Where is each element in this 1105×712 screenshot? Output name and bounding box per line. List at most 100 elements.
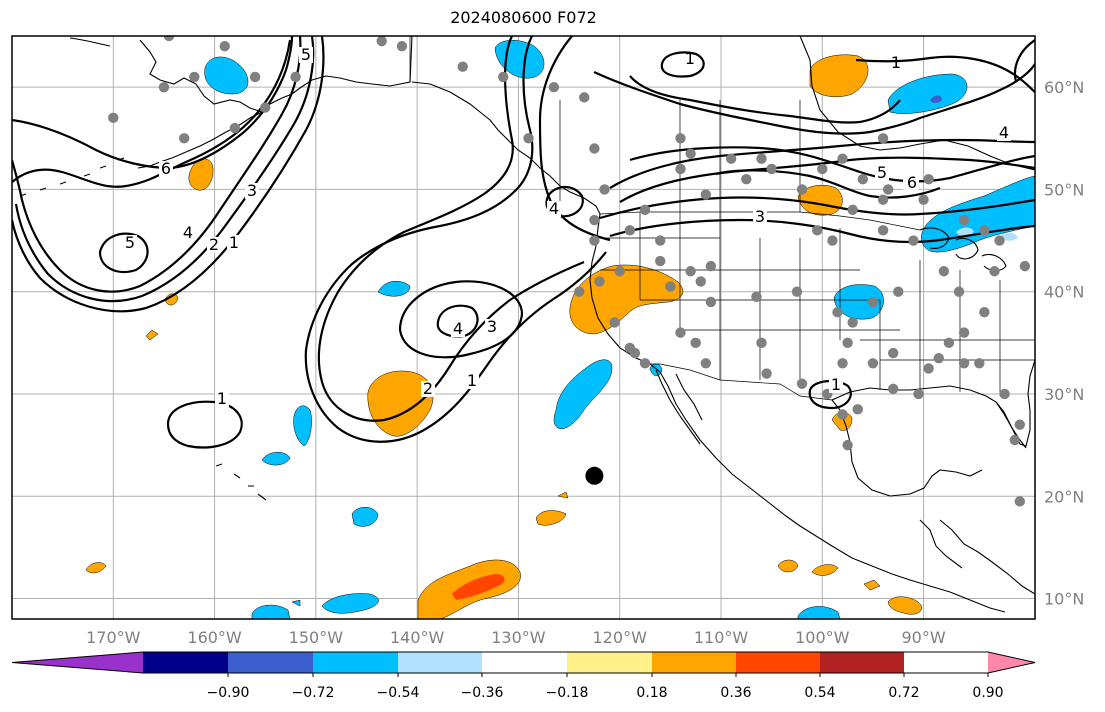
contour-label: 1 <box>831 375 841 394</box>
station-dot <box>574 286 585 297</box>
station-dot <box>958 358 970 369</box>
station-dot <box>725 153 737 164</box>
station-dot <box>589 143 600 154</box>
contour-line <box>1013 39 1035 83</box>
fill-region <box>809 54 869 97</box>
coastline-hudson <box>799 36 1035 171</box>
ocean-background <box>12 36 1035 619</box>
colorbar-segment <box>652 652 736 673</box>
station-dot <box>249 71 261 83</box>
contour-label-bg <box>227 235 241 251</box>
latitude-labels: 10°N 20°N 30°N 40°N 50°N 60°N <box>1044 78 1084 608</box>
contour-label-bg <box>465 373 479 389</box>
station-dot <box>639 358 651 369</box>
contour-label-bg <box>123 235 137 251</box>
contour-label: 6 <box>161 159 171 178</box>
contour-line <box>855 55 1035 93</box>
colorbar-segment <box>482 652 567 673</box>
station-dot <box>857 173 869 185</box>
station-dot <box>933 352 944 364</box>
colorbar-extend-left <box>12 652 143 673</box>
contour-label: 5 <box>877 163 887 182</box>
station-dot <box>923 363 934 374</box>
fill-region <box>1000 232 1018 241</box>
station-dot <box>994 235 1005 246</box>
fill-region <box>797 606 841 619</box>
fill-region <box>204 56 249 95</box>
station-dot <box>938 266 950 277</box>
fill-region <box>377 280 411 297</box>
strong-negative-core <box>930 95 942 103</box>
contour-label: 1 <box>229 233 239 252</box>
station-dot <box>655 235 666 246</box>
border-us-mexico <box>640 363 833 401</box>
latitude-tick-label: 20°N <box>1044 487 1084 506</box>
fill-region <box>887 73 968 114</box>
contour-line <box>609 138 1035 189</box>
station-dot <box>953 286 965 297</box>
contour-label: 2 <box>209 235 219 254</box>
station-dot <box>690 337 701 349</box>
contour-label: 3 <box>247 181 257 200</box>
coastline-alaska <box>69 36 413 113</box>
latitude-tick-label: 60°N <box>1044 78 1084 97</box>
colorbar-tick-label: −0.36 <box>461 685 504 701</box>
station-dot <box>842 337 853 349</box>
station-dot <box>163 36 175 42</box>
colorbar-tick-label: 0.54 <box>804 685 835 701</box>
station-dot <box>1019 260 1031 272</box>
contour-label-bg <box>997 125 1011 141</box>
contour-label-bg <box>207 237 221 253</box>
station-dot <box>979 306 990 318</box>
station-dot <box>877 194 889 205</box>
station-dot <box>852 404 863 415</box>
longitude-tick-label: 140°W <box>390 628 445 647</box>
station-dot <box>791 286 803 297</box>
station-dot <box>958 214 970 226</box>
station-dot <box>847 317 858 328</box>
contour-line <box>538 36 611 242</box>
station-dot <box>867 296 879 308</box>
station-dot <box>705 260 717 272</box>
station-dot <box>685 148 696 159</box>
station-dot <box>837 409 848 420</box>
station-dot <box>979 225 990 236</box>
contour-line <box>166 400 243 449</box>
station-dot <box>589 235 600 246</box>
fill-region <box>145 329 159 341</box>
fill-region <box>557 491 569 499</box>
station-dot <box>842 439 853 451</box>
contour-label: 4 <box>183 223 193 242</box>
fill-region <box>535 510 567 526</box>
contour-label: 2 <box>423 379 433 398</box>
map-frame <box>11 35 1036 620</box>
station-dot <box>614 266 625 277</box>
fill-region <box>811 564 839 576</box>
colorbar-segment <box>313 652 398 673</box>
fill-region <box>251 604 291 619</box>
station-dot <box>832 306 843 318</box>
coastline-alaska-peninsula <box>137 111 263 169</box>
station-dot <box>498 71 509 83</box>
station-dot <box>376 36 387 47</box>
station-dot <box>705 296 717 308</box>
fill-region <box>553 359 613 430</box>
colorbar-tick-label: −0.90 <box>207 685 250 701</box>
contour-line <box>629 75 901 124</box>
station-dot <box>1009 434 1020 446</box>
longitude-tick-label: 120°W <box>593 628 648 647</box>
fill-region <box>797 185 843 216</box>
station-dot <box>579 92 590 103</box>
fill-region <box>164 293 179 306</box>
colorbar-tick-label: 0.18 <box>636 685 667 701</box>
colorbar-tick-label: −0.72 <box>292 685 335 701</box>
weak-negative-regions <box>956 227 1018 241</box>
station-dot <box>756 337 767 349</box>
storm-position-marker <box>585 466 604 485</box>
coastline-bc <box>411 81 601 215</box>
station-dot <box>943 337 955 349</box>
map-title: 2024080600 F072 <box>450 8 597 27</box>
station-dot <box>675 327 686 338</box>
station-dot <box>887 347 899 359</box>
station-dot <box>457 61 468 72</box>
